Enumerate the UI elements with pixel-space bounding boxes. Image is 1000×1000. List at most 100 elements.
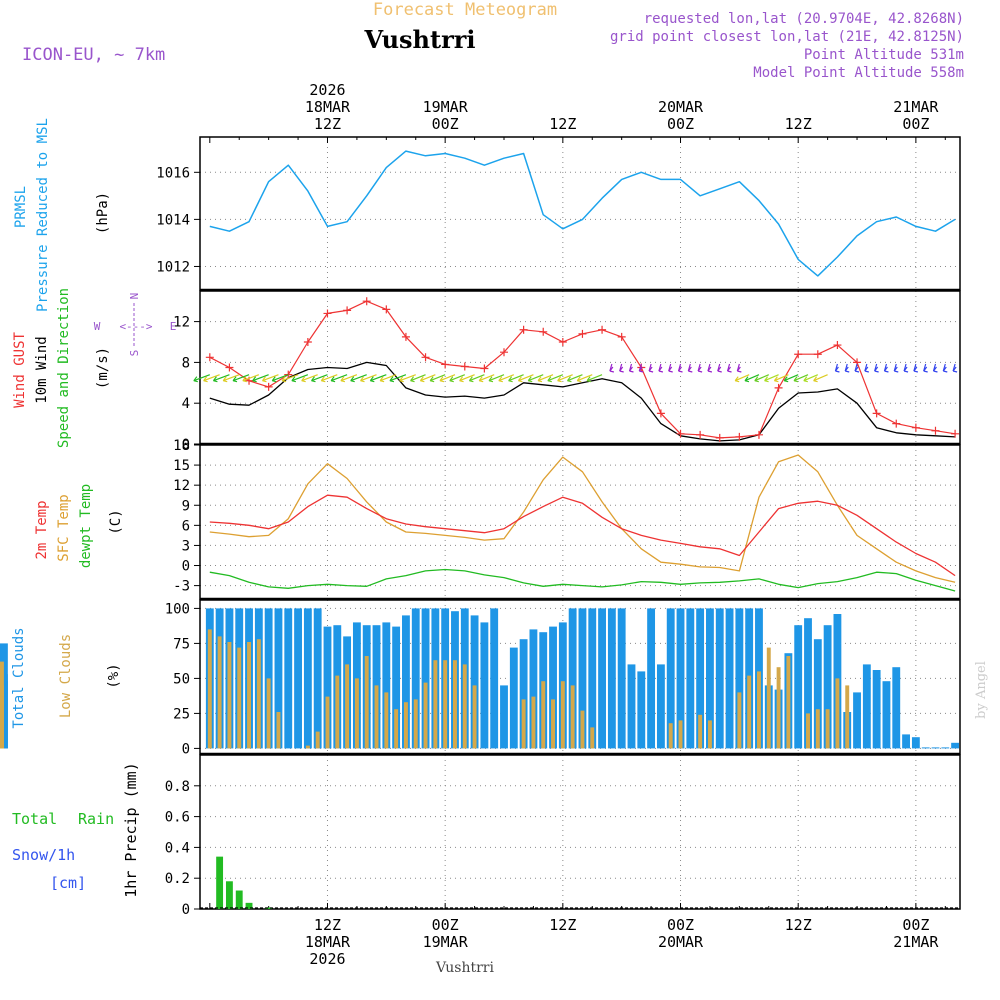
- total-clouds-bar: [411, 608, 420, 749]
- wind-direction-arrowhead: [449, 376, 454, 383]
- wind-direction-arrow: [252, 374, 269, 382]
- x-tick-label-top: 20MAR: [658, 98, 704, 116]
- dewpt-label: dewpt Temp: [78, 484, 94, 568]
- wind-direction-arrow: [193, 374, 211, 382]
- rain-label: Rain: [78, 810, 114, 828]
- clouds-unit: (%): [106, 663, 122, 688]
- wind-direction-arrow: [242, 374, 260, 382]
- low-clouds-bar: [413, 699, 418, 749]
- wind-direction-arrow: [321, 374, 338, 382]
- wind-direction-arrowhead: [754, 376, 759, 383]
- wind-direction-arrowhead: [527, 376, 533, 383]
- y-tick-label: 4: [182, 396, 190, 412]
- wind-direction-arrowhead: [952, 366, 958, 373]
- wind-gust-marker: [931, 426, 940, 435]
- total-clouds-bar: [509, 647, 518, 749]
- wind-direction-arrow: [272, 374, 289, 382]
- total-clouds-bar: [911, 737, 920, 749]
- total-clouds-bar: [862, 664, 871, 749]
- wind-direction-arrowhead: [429, 376, 435, 383]
- wind-gust-marker: [715, 433, 724, 442]
- wind-direction-arrow: [793, 374, 809, 382]
- wind-gust-marker: [284, 370, 293, 379]
- total-clouds-bar: [598, 608, 606, 749]
- total-clouds-bar: [568, 608, 577, 749]
- wind-direction-arrow: [567, 374, 583, 382]
- low-clouds-bar: [374, 685, 379, 749]
- snow-label: Snow/1h: [12, 846, 75, 864]
- y-tick-label: 50: [173, 671, 190, 687]
- wind-direction-arrowhead: [736, 366, 742, 373]
- low-clouds-bar: [0, 661, 4, 749]
- y-tick-label: 0: [182, 741, 190, 757]
- low-clouds-bar: [541, 681, 546, 749]
- y-tick-label: 3: [182, 538, 190, 554]
- wind-direction-arrowhead: [311, 376, 316, 383]
- low-clouds-bar: [551, 699, 555, 749]
- wind-direction-arrowhead: [942, 366, 948, 373]
- wind-direction-arrowhead: [687, 366, 693, 373]
- total-clouds-bar: [686, 608, 695, 749]
- model-label: ICON-EU, ~ 7km: [22, 45, 165, 65]
- low-clouds-bar: [766, 647, 771, 749]
- wind-direction-arrow: [330, 374, 348, 382]
- y-tick-label: 1012: [156, 259, 190, 275]
- wind-direction-arrowhead: [478, 376, 484, 383]
- wind-gust-marker: [872, 409, 881, 418]
- wind-direction-arrowhead: [252, 376, 257, 383]
- wind-gust-marker: [480, 364, 489, 373]
- temp-unit: (C): [108, 509, 124, 534]
- x-tick-label-top: 00Z: [667, 115, 694, 133]
- wind-direction-arrow: [783, 374, 799, 382]
- wind-direction-arrowhead: [410, 376, 415, 383]
- wind-direction-arrow: [449, 374, 465, 382]
- low-clouds-bar: [786, 656, 791, 749]
- total-clouds-bar: [470, 615, 479, 749]
- wind-direction-arrow: [586, 374, 603, 382]
- wind-gust-marker: [441, 360, 450, 369]
- low-clouds-bar: [462, 664, 467, 749]
- low-clouds-bar: [698, 714, 703, 749]
- wind-direction-arrowhead: [557, 376, 562, 383]
- total-clouds-bar: [804, 618, 812, 749]
- wind-gust-series-line: [209, 300, 956, 439]
- x-tick-label-bottom: 00Z: [902, 916, 929, 934]
- wind-direction-arrowhead: [864, 366, 869, 373]
- prmsl-desc-label: Pressure Reduced to MSL: [35, 118, 51, 312]
- wind-unit: (m/s): [95, 347, 111, 389]
- low-clouds-label: Low Clouds: [58, 634, 74, 718]
- total-clouds-bar: [529, 629, 538, 749]
- low-clouds-bar: [394, 709, 399, 749]
- wind-gust-marker: [656, 409, 665, 418]
- total-clouds-bar: [284, 608, 293, 749]
- y-tick-label: 0: [182, 902, 190, 918]
- wind-direction-arrowhead: [913, 366, 919, 373]
- wind-direction-arrowhead: [813, 376, 818, 383]
- wind-direction-arrow: [813, 374, 828, 382]
- wind-direction-arrow: [744, 374, 760, 382]
- prmsl-series-line: [209, 150, 956, 277]
- total-clouds-bar: [696, 608, 705, 749]
- low-clouds-bar: [325, 696, 330, 749]
- wind-direction-arrowhead: [547, 376, 552, 383]
- low-clouds-bar: [560, 681, 565, 749]
- wind-gust-marker: [421, 353, 430, 362]
- total-clouds-bar: [931, 747, 940, 749]
- wind-direction-arrowhead: [619, 366, 624, 373]
- low-clouds-bar: [580, 710, 585, 749]
- compass-s: S: [128, 350, 141, 357]
- wind-direction-arrow: [577, 374, 593, 382]
- wind-direction-arrow: [291, 374, 309, 382]
- wind-direction-arrowhead: [893, 366, 899, 373]
- low-clouds-bar: [364, 656, 369, 749]
- wind-direction-arrowhead: [648, 366, 654, 373]
- wind-direction-arrowhead: [734, 376, 740, 383]
- x-tick-label-top: 18MAR: [305, 98, 351, 116]
- low-clouds-bar: [276, 712, 281, 749]
- total-clouds-bar: [421, 608, 430, 749]
- low-clouds-bar: [227, 642, 232, 749]
- wind-direction-arrowhead: [586, 376, 592, 383]
- wind-direction-arrowhead: [369, 376, 375, 383]
- panel-frame: [199, 136, 961, 291]
